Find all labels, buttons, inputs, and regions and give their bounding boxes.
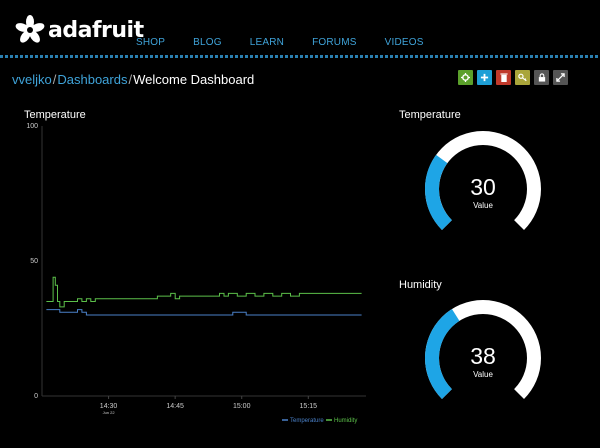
lock-button[interactable]: [534, 70, 549, 85]
y-tick-label: 50: [30, 258, 38, 265]
legend-label: Humidity: [334, 418, 357, 424]
header-divider: [0, 55, 600, 58]
nav-blog[interactable]: BLOG: [193, 37, 222, 48]
line-chart-title: Temperature: [24, 109, 86, 121]
nav-forums[interactable]: FORUMS: [312, 37, 357, 48]
main-nav: SHOP BLOG LEARN FORUMS VIDEOS: [136, 37, 452, 48]
delete-button[interactable]: [496, 70, 511, 85]
series-line-humidity: [46, 276, 362, 308]
humidity-gauge: 38 Value: [423, 298, 543, 418]
x-tick-label: 14:30: [100, 403, 118, 410]
lock-icon: [538, 73, 545, 82]
gauge-dial: [425, 131, 541, 231]
breadcrumb: vveljko/Dashboards/Welcome Dashboard: [12, 72, 254, 87]
fullscreen-button[interactable]: [553, 70, 568, 85]
gauge-label: Value: [473, 201, 493, 210]
gauge-humidity-title: Humidity: [399, 279, 442, 291]
gauge-value: 30: [470, 174, 496, 200]
legend-label: Temperature: [290, 418, 324, 424]
add-block-button[interactable]: [477, 70, 492, 85]
dashboard-toolbar: [458, 70, 572, 85]
settings-button[interactable]: [458, 70, 473, 85]
gauge-fill: [425, 309, 460, 400]
key-icon: [517, 73, 527, 82]
breadcrumb-dashboards[interactable]: Dashboards: [57, 72, 128, 87]
nav-videos[interactable]: VIDEOS: [384, 37, 424, 48]
breadcrumb-user[interactable]: vveljko: [12, 72, 52, 87]
series-line-temperature: [46, 309, 362, 316]
brand-name: adafruit: [48, 17, 144, 43]
nav-shop[interactable]: SHOP: [136, 37, 166, 48]
x-tick-sublabel: Jun 22: [103, 410, 116, 415]
nav-learn[interactable]: LEARN: [249, 37, 285, 48]
x-tick-label: 15:15: [300, 403, 318, 410]
adafruit-flower-logo: [15, 15, 45, 43]
plus-icon: [480, 73, 489, 82]
trash-icon: [499, 73, 508, 82]
temperature-gauge: 30 Value: [423, 129, 543, 249]
brand-logo[interactable]: adafruit: [14, 10, 144, 50]
gauge-value: 38: [470, 343, 496, 369]
y-tick-label: 0: [34, 393, 38, 400]
gear-icon: [461, 73, 470, 82]
expand-icon: [556, 73, 565, 82]
top-bar: adafruit SHOP BLOG LEARN FORUMS VIDEOS: [0, 0, 600, 60]
y-tick-label: 100: [26, 123, 38, 130]
breadcrumb-separator: /: [52, 72, 57, 87]
gauge-temperature-title: Temperature: [399, 109, 461, 121]
breadcrumb-separator: /: [128, 72, 133, 87]
x-tick-label: 14:45: [166, 403, 184, 410]
key-button[interactable]: [515, 70, 530, 85]
gauge-dial: [425, 300, 541, 400]
gauge-label: Value: [473, 370, 493, 379]
x-tick-label: 15:00: [233, 403, 251, 410]
gauge-fill: [425, 154, 453, 231]
page-title: Welcome Dashboard: [133, 72, 255, 87]
